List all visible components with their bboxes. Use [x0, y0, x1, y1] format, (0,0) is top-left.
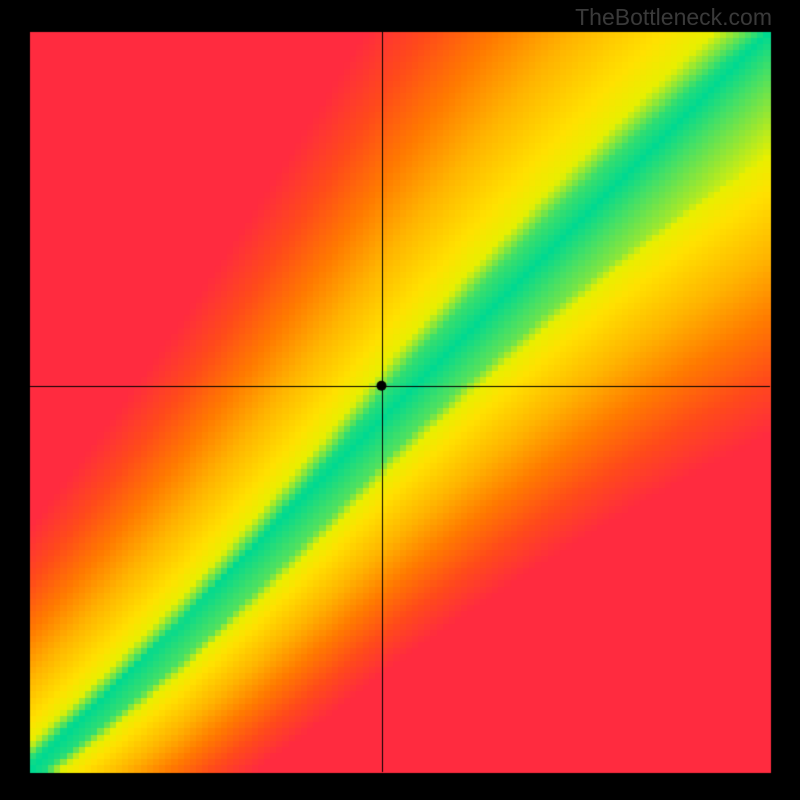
chart-container: TheBottleneck.com: [0, 0, 800, 800]
watermark-text: TheBottleneck.com: [575, 4, 772, 31]
heatmap-canvas: [0, 0, 800, 800]
